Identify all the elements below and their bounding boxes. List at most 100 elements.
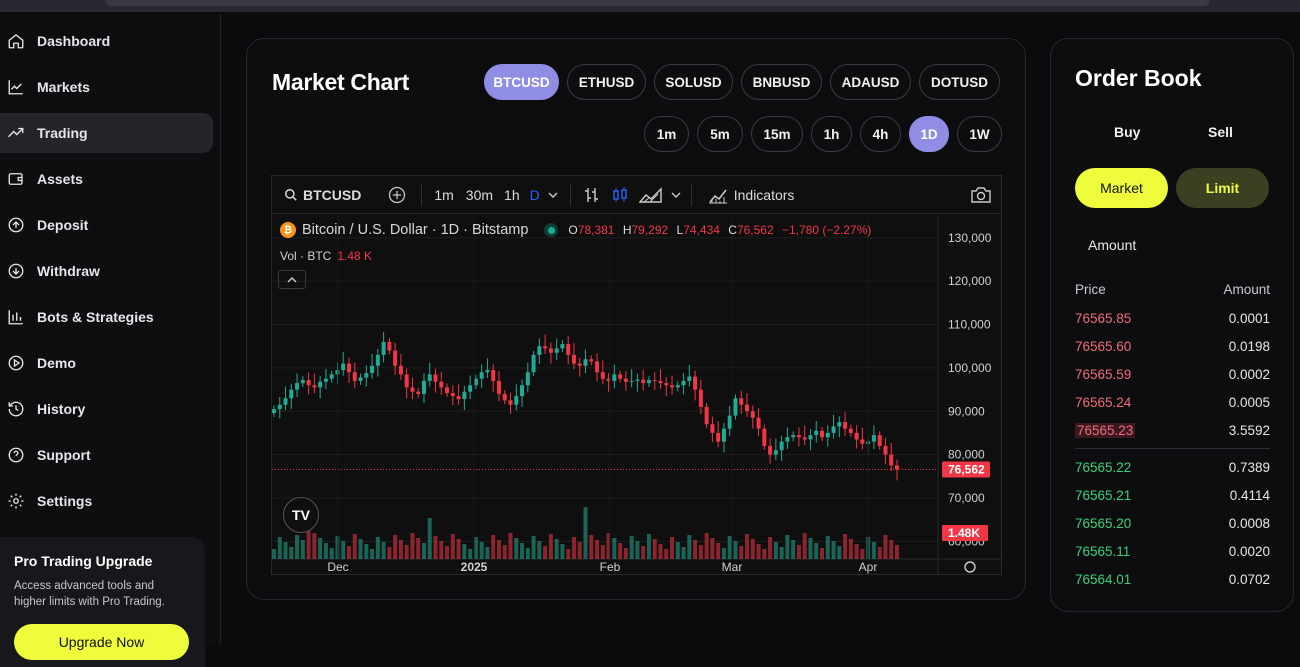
candle-body — [370, 365, 375, 374]
ask-row[interactable]: 76565.59 0.0002 — [1075, 366, 1270, 382]
volume-bar — [750, 539, 755, 559]
sidebar-item-label: Bots & Strategies — [37, 309, 154, 325]
candle-body — [358, 377, 363, 381]
volume-bar — [508, 533, 513, 559]
volume-bar — [566, 549, 571, 559]
candle-body — [681, 380, 686, 386]
timeframe-1h[interactable]: 1h — [811, 116, 852, 152]
symbol-search[interactable]: BTCUSD — [284, 176, 361, 214]
volume-bar — [577, 542, 582, 559]
candle-body — [496, 380, 501, 394]
timeframe-4h[interactable]: 4h — [860, 116, 901, 152]
chevron-down-icon[interactable] — [548, 176, 558, 214]
sidebar-item-label: Dashboard — [37, 33, 111, 49]
timeframe-1w[interactable]: 1W — [957, 116, 1002, 152]
volume-bar — [272, 549, 276, 559]
candle-body — [283, 398, 288, 405]
sidebar-item-assets[interactable]: Assets — [0, 159, 213, 199]
symbol-btcusd[interactable]: BTCUSD — [484, 64, 559, 100]
sidebar-item-demo[interactable]: Demo — [0, 343, 213, 383]
tab-buy[interactable]: Buy — [1114, 124, 1141, 140]
ask-row[interactable]: 76565.85 0.0001 — [1075, 310, 1270, 326]
symbol-bnbusd[interactable]: BNBUSD — [741, 64, 822, 100]
ask-row[interactable]: 76565.24 0.0005 — [1075, 394, 1270, 410]
candle-body — [652, 380, 657, 382]
candles-icon[interactable] — [611, 176, 629, 214]
bid-row[interactable]: 76565.11 0.0020 — [1075, 543, 1270, 559]
symbol-ethusd[interactable]: ETHUSD — [567, 64, 646, 100]
timeframe-5m[interactable]: 5m — [697, 116, 743, 152]
candle-body — [704, 406, 709, 425]
close-value: 76,562 — [736, 223, 774, 237]
candle-body — [814, 430, 819, 436]
limit-order-button[interactable]: Limit — [1176, 168, 1269, 208]
volume-legend: Vol · BTC 1.48 K — [280, 249, 372, 263]
area-chart-icon[interactable] — [638, 176, 663, 214]
symbol-solusd[interactable]: SOLUSD — [654, 64, 733, 100]
sidebar-item-trading[interactable]: Trading — [0, 113, 213, 153]
bid-row[interactable]: 76564.01 0.0702 — [1075, 571, 1270, 587]
volume-bar — [618, 543, 623, 559]
volume-bar — [820, 548, 825, 559]
volume-bar — [352, 534, 357, 559]
tradingview-logo[interactable]: TV — [283, 497, 319, 533]
snapshot-button[interactable] — [970, 176, 992, 214]
bid-row[interactable]: 76565.21 0.4114 — [1075, 487, 1270, 503]
symbol-dotusd[interactable]: DOTUSD — [919, 64, 1000, 100]
volume-bar — [554, 539, 559, 559]
candle-body — [739, 398, 744, 405]
bar-style-icon[interactable] — [583, 176, 601, 214]
candle-body — [820, 430, 825, 438]
compare-button[interactable] — [387, 176, 407, 214]
timeframe-selector: 1m 5m 15m 1h 4h 1D 1W — [644, 116, 1002, 152]
volume-bar — [410, 533, 415, 559]
interval-1m[interactable]: 1m — [434, 186, 454, 203]
sidebar-item-support[interactable]: Support — [0, 435, 213, 475]
interval-1h[interactable]: 1h — [504, 186, 520, 203]
ask-row[interactable]: 76565.23 3.5592 — [1075, 422, 1270, 438]
timeframe-1d[interactable]: 1D — [909, 116, 949, 152]
sidebar-item-withdraw[interactable]: Withdraw — [0, 251, 213, 291]
symbol-adausd[interactable]: ADAUSD — [830, 64, 911, 100]
sidebar: Dashboard Markets Trading Assets Deposit… — [0, 14, 221, 667]
upgrade-button[interactable]: Upgrade Now — [14, 624, 189, 660]
chart-area[interactable]: 130,000 120,000 110,000 100,000 90,000 80,000… — [272, 215, 1001, 575]
collapse-legend-button[interactable] — [278, 270, 306, 289]
candle-body — [843, 422, 848, 429]
sidebar-item-dashboard[interactable]: Dashboard — [0, 21, 213, 61]
sidebar-item-settings[interactable]: Settings — [0, 481, 213, 521]
price-chart[interactable]: 130,000 120,000 110,000 100,000 90,000 80,000… — [272, 215, 1001, 575]
volume-bar — [623, 548, 628, 559]
amount-input[interactable] — [1075, 229, 1270, 261]
candle-body — [398, 365, 403, 375]
tab-sell[interactable]: Sell — [1208, 124, 1233, 140]
volume-bar — [312, 533, 317, 559]
timeframe-1m[interactable]: 1m — [644, 116, 689, 152]
candle-body — [629, 380, 634, 382]
candle-body — [543, 346, 548, 349]
candle-body — [346, 363, 351, 373]
candle-body — [646, 380, 651, 384]
volume-bar — [456, 539, 461, 559]
market-order-button[interactable]: Market — [1075, 168, 1168, 208]
sidebar-item-history[interactable]: History — [0, 389, 213, 429]
bid-row[interactable]: 76565.20 0.0008 — [1075, 515, 1270, 531]
timeframe-15m[interactable]: 15m — [751, 116, 803, 152]
chevron-down-icon[interactable] — [671, 176, 681, 214]
sidebar-item-deposit[interactable]: Deposit — [0, 205, 213, 245]
volume-bar — [825, 536, 830, 559]
volume-bar — [704, 533, 709, 559]
candle-body — [664, 383, 669, 386]
volume-bar — [341, 541, 346, 559]
sidebar-item-markets[interactable]: Markets — [0, 67, 213, 107]
volume-bar — [329, 548, 334, 559]
volume-bar — [652, 539, 657, 559]
bid-row[interactable]: 76565.22 0.7389 — [1075, 459, 1270, 475]
sidebar-item-bots[interactable]: Bots & Strategies — [0, 297, 213, 337]
indicators-button[interactable]: Indicators — [708, 176, 794, 214]
ask-row[interactable]: 76565.60 0.0198 — [1075, 338, 1270, 354]
interval-30m[interactable]: 30m — [465, 186, 494, 203]
volume-bar — [589, 535, 594, 559]
candle-body — [439, 381, 444, 388]
interval-d[interactable]: D — [529, 186, 540, 203]
